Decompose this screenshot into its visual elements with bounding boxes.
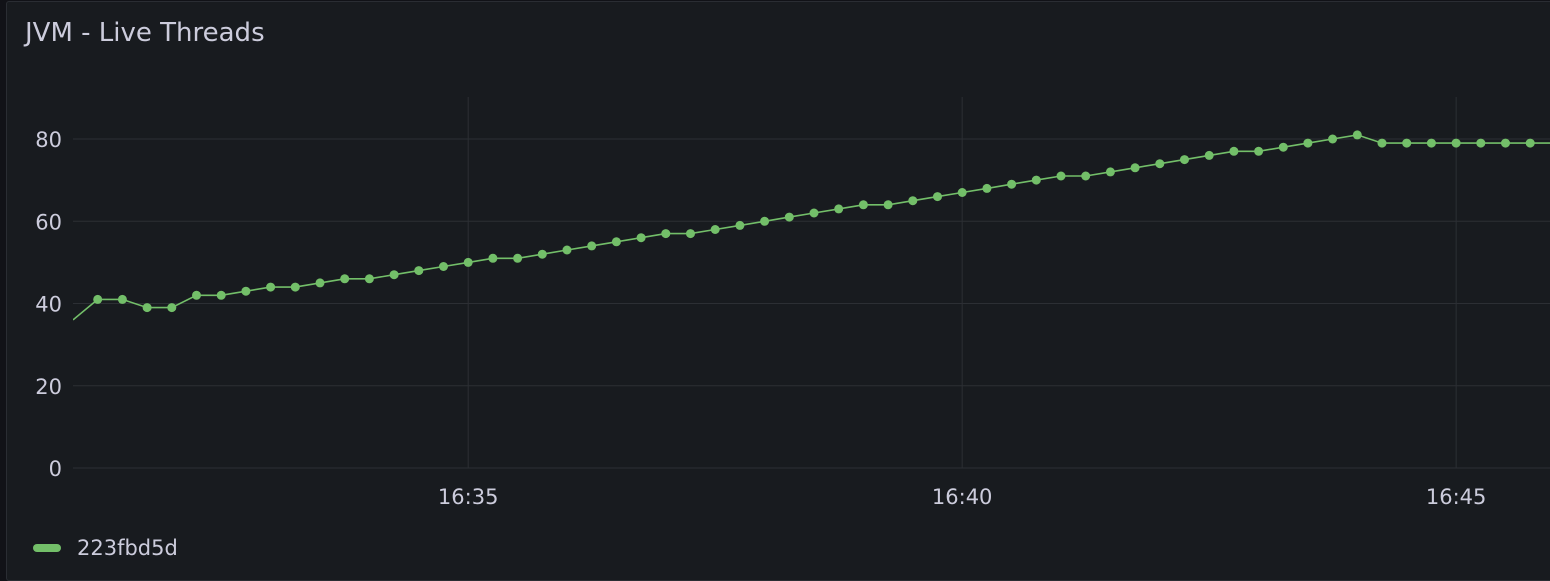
series-point[interactable] — [661, 229, 671, 239]
series-point[interactable] — [513, 253, 523, 263]
series-point[interactable] — [1476, 138, 1486, 148]
series-point[interactable] — [982, 183, 992, 193]
series-point[interactable] — [192, 290, 201, 300]
series-point[interactable] — [1525, 138, 1535, 148]
x-tick-label: 16:40 — [932, 485, 993, 509]
series-point[interactable] — [488, 253, 498, 263]
series-point[interactable] — [784, 212, 794, 222]
x-tick-label: 16:35 — [438, 485, 499, 509]
series-line[interactable] — [73, 134, 1550, 321]
series-point[interactable] — [1204, 150, 1214, 160]
panel-title[interactable]: JVM - Live Threads — [25, 18, 265, 48]
y-tick-label: 40 — [35, 293, 62, 317]
series-point[interactable] — [1130, 163, 1140, 173]
grid-layer — [73, 97, 1550, 469]
series-point[interactable] — [908, 196, 918, 206]
series-point[interactable] — [1155, 159, 1165, 169]
series-point[interactable] — [562, 245, 572, 255]
series-point[interactable] — [1352, 130, 1362, 140]
series-point[interactable] — [241, 286, 251, 296]
series-point[interactable] — [1328, 134, 1338, 144]
series-point[interactable] — [1377, 138, 1387, 148]
series-group — [73, 130, 1550, 321]
series-point[interactable] — [1180, 155, 1189, 165]
legend-label[interactable]: 223fbd5d — [77, 536, 178, 560]
series-point[interactable] — [611, 237, 621, 247]
series-point[interactable] — [1105, 167, 1115, 177]
series-point[interactable] — [389, 270, 399, 280]
series-layer[interactable] — [73, 130, 1550, 321]
series-point[interactable] — [439, 262, 448, 271]
axis-layer: 0 20 40 60 80 16:35 16:40 16:45 — [35, 128, 1486, 509]
y-tick-label: 0 — [49, 457, 62, 481]
x-tick-label: 16:45 — [1426, 485, 1487, 509]
series-point[interactable] — [636, 233, 646, 243]
series-point[interactable] — [315, 278, 325, 288]
series-point[interactable] — [883, 200, 893, 210]
series-point[interactable] — [686, 229, 695, 239]
series-point[interactable] — [1056, 171, 1066, 181]
legend[interactable]: 223fbd5d — [33, 534, 178, 562]
series-point[interactable] — [1426, 138, 1436, 148]
series-point[interactable] — [414, 266, 424, 276]
series-point[interactable] — [142, 303, 152, 313]
series-point[interactable] — [463, 257, 473, 267]
series-point[interactable] — [1402, 138, 1412, 148]
series-point[interactable] — [167, 303, 177, 313]
series-point[interactable] — [587, 241, 597, 251]
series-point[interactable] — [1278, 142, 1288, 152]
series-point[interactable] — [93, 294, 103, 304]
y-tick-label: 80 — [35, 128, 62, 152]
legend-swatch — [33, 544, 61, 552]
series-point[interactable] — [266, 282, 276, 292]
series-point[interactable] — [216, 290, 226, 300]
series-point[interactable] — [710, 225, 720, 234]
series-point[interactable] — [957, 188, 967, 197]
series-point[interactable] — [858, 200, 868, 210]
series-point[interactable] — [1501, 138, 1510, 148]
series-point[interactable] — [933, 192, 942, 202]
series-point[interactable] — [1081, 171, 1091, 181]
series-point[interactable] — [1007, 179, 1017, 189]
series-point[interactable] — [117, 294, 127, 304]
series-point[interactable] — [834, 204, 844, 214]
series-point[interactable] — [290, 282, 300, 292]
series-point[interactable] — [760, 216, 770, 226]
series-point[interactable] — [1229, 146, 1239, 156]
chart-panel: JVM - Live Threads — [6, 1, 1550, 581]
y-tick-label: 60 — [35, 210, 62, 234]
series-point[interactable] — [537, 249, 547, 259]
series-point[interactable] — [340, 274, 350, 284]
series-point[interactable] — [364, 274, 374, 284]
series-point[interactable] — [1451, 138, 1461, 148]
y-tick-label: 20 — [35, 375, 62, 399]
series-point[interactable] — [1031, 175, 1041, 185]
series-point[interactable] — [1303, 138, 1313, 148]
series-point[interactable] — [809, 208, 819, 218]
series-point[interactable] — [1254, 146, 1264, 156]
series-point[interactable] — [735, 220, 745, 230]
